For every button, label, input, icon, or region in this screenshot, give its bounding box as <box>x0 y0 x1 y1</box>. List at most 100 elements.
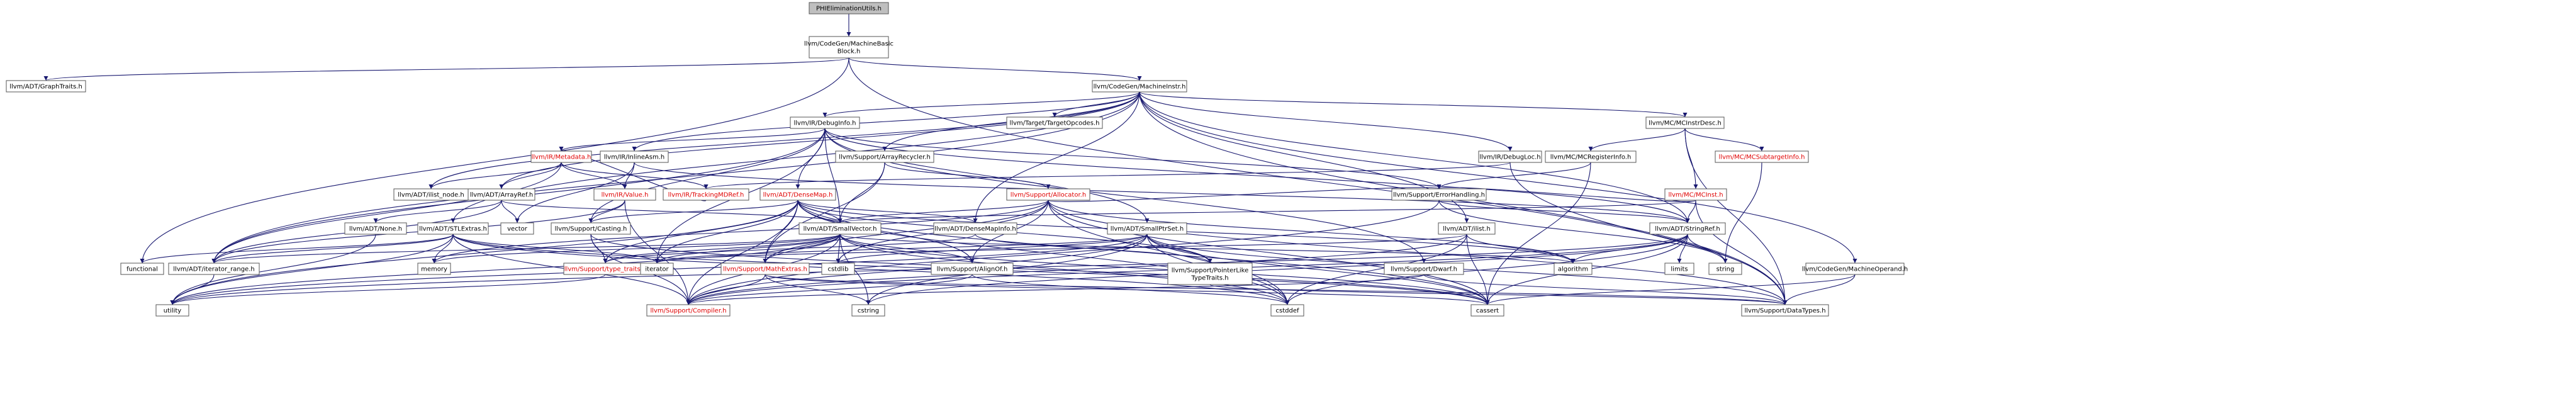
node-mathextras[interactable]: llvm/Support/MathExtras.h <box>720 263 810 275</box>
dependency-edge <box>1438 200 1728 264</box>
node-errorhandling[interactable]: llvm/Support/ErrorHandling.h <box>1391 188 1487 201</box>
node-label: llvm/ADT/DenseMapInfo.h <box>934 226 1016 233</box>
node-metadata[interactable]: llvm/IR/Metadata.h <box>530 150 592 163</box>
dependency-edge <box>822 91 1140 118</box>
dependency-edge <box>824 128 843 223</box>
dependency-edge <box>140 234 454 264</box>
node-label: string <box>1716 266 1735 273</box>
node-label: cstddef <box>1276 308 1299 315</box>
dependency-edge <box>1438 200 1690 223</box>
node-inlineasm[interactable]: llvm/IR/InlineAsm.h <box>600 150 669 163</box>
node-targetopcodes[interactable]: llvm/Target/TargetOpcodes.h <box>1006 116 1103 129</box>
node-label: llvm/Support/Compiler.h <box>650 308 726 315</box>
dependency-edge <box>1509 162 1788 305</box>
node-debugloc[interactable]: llvm/IR/DebugLoc.h <box>1478 150 1542 163</box>
node-densemapinfo[interactable]: llvm/ADT/DenseMapInfo.h <box>933 222 1017 235</box>
node-label: memory <box>421 266 447 273</box>
node-box <box>1092 80 1187 93</box>
node-debuginfo[interactable]: llvm/IR/DebugInfo.h <box>790 116 860 129</box>
node-label: llvm/MC/MCInstrDesc.h <box>1649 120 1722 127</box>
node-label: llvm/Support/Allocator.h <box>1011 192 1086 199</box>
node-allocator[interactable]: llvm/Support/Allocator.h <box>1006 188 1090 201</box>
node-box <box>600 150 669 163</box>
dependency-edge <box>452 234 659 264</box>
node-graphtraits[interactable]: llvm/ADT/GraphTraits.h <box>6 80 86 93</box>
dependency-edge <box>837 200 1049 223</box>
node-stlextras[interactable]: llvm/ADT/STLExtras.h <box>417 222 489 235</box>
node-root[interactable]: PHIEliminationUtils.h <box>809 2 889 14</box>
node-machineoperand[interactable]: llvm/CodeGen/MachineOperand.h <box>1802 263 1908 275</box>
node-label: llvm/MC/MCRegisterInfo.h <box>1550 154 1632 161</box>
dependency-edge <box>884 162 1051 189</box>
node-label: llvm/ADT/ArrayRef.h <box>470 192 534 199</box>
node-box <box>593 188 656 201</box>
node-box <box>1270 304 1304 317</box>
node-arrayref[interactable]: llvm/ADT/ArrayRef.h <box>468 188 535 201</box>
node-mcregisterinfo[interactable]: llvm/MC/MCRegisterInfo.h <box>1545 150 1637 163</box>
node-box <box>759 188 836 201</box>
node-label: llvm/ADT/GraphTraits.h <box>9 84 82 91</box>
node-mcinst[interactable]: llvm/MC/MCInst.h <box>1664 188 1727 201</box>
dependency-edge <box>837 162 885 223</box>
node-cstdlib: cstdlib <box>821 263 855 275</box>
node-compiler[interactable]: llvm/Support/Compiler.h <box>646 304 731 317</box>
node-arrayrecycler[interactable]: llvm/Support/ArrayRecycler.h <box>835 150 934 163</box>
node-cassert: cassert <box>1470 304 1504 317</box>
dependency-edge <box>603 200 798 264</box>
node-typetraits[interactable]: llvm/Support/type_traits.h <box>563 263 647 275</box>
node-smallvector[interactable]: llvm/ADT/SmallVector.h <box>798 222 882 235</box>
node-mcinstrdesc[interactable]: llvm/MC/MCInstrDesc.h <box>1645 116 1725 129</box>
dependency-edge <box>1139 91 1688 118</box>
node-label: cassert <box>1476 308 1499 315</box>
node-box <box>468 188 535 201</box>
dependency-edge <box>1285 234 1467 305</box>
node-box <box>1006 188 1090 201</box>
node-box <box>168 263 260 275</box>
node-memory: memory <box>417 263 451 275</box>
node-dwarf[interactable]: llvm/Support/Dwarf.h <box>1384 263 1464 275</box>
node-label: llvm/Support/DataTypes.h <box>1744 308 1825 315</box>
node-label: llvm/ADT/iterator_range.h <box>173 266 254 273</box>
dependency-edge <box>452 234 1290 305</box>
node-label: llvm/CodeGen/MachineOperand.h <box>1802 266 1908 273</box>
node-ilist[interactable]: llvm/ADT/ilist.h <box>1438 222 1496 235</box>
node-mcsubtargetinfo[interactable]: llvm/MC/MCSubtargetInfo.h <box>1715 150 1809 163</box>
dependency-edge <box>211 234 454 264</box>
node-casting[interactable]: llvm/Support/Casting.h <box>551 222 631 235</box>
node-iteratorrange[interactable]: llvm/ADT/iterator_range.h <box>168 263 260 275</box>
node-trackingmdref[interactable]: llvm/IR/TrackingMDRef.h <box>663 188 749 201</box>
node-ilistnode[interactable]: llvm/ADT/ilist_node.h <box>393 188 469 201</box>
node-densemap[interactable]: llvm/ADT/DenseMap.h <box>759 188 836 201</box>
node-box <box>933 222 1017 235</box>
dependency-edge <box>44 57 849 81</box>
node-utility: utility <box>155 304 189 317</box>
node-none[interactable]: llvm/ADT/None.h <box>344 222 407 235</box>
node-string: string <box>1708 263 1742 275</box>
node-box <box>835 150 934 163</box>
dependency-edge <box>686 274 973 305</box>
dependency-edge <box>1485 274 1856 305</box>
node-cstring: cstring <box>851 304 885 317</box>
node-box <box>1805 263 1905 275</box>
node-vector: vector <box>500 222 534 235</box>
node-box <box>1107 222 1187 235</box>
dependency-edge <box>1588 128 1686 152</box>
node-value[interactable]: llvm/IR/Value.h <box>593 188 656 201</box>
dependency-edge <box>603 234 976 264</box>
node-box <box>1545 150 1637 163</box>
node-box <box>344 222 407 235</box>
node-box <box>155 304 189 317</box>
node-box <box>809 2 889 14</box>
node-smallptrset[interactable]: llvm/ADT/SmallPtrSet.h <box>1107 222 1187 235</box>
dependency-edge <box>1146 234 1490 305</box>
node-alignof[interactable]: llvm/Support/AlignOf.h <box>931 263 1014 275</box>
node-stringref[interactable]: llvm/ADT/StringRef.h <box>1649 222 1726 235</box>
dependency-edge <box>1209 284 1788 305</box>
node-machineinstr[interactable]: llvm/CodeGen/MachineInstr.h <box>1092 80 1187 93</box>
dependency-edge <box>515 162 635 223</box>
dependency-edge <box>839 234 1576 264</box>
node-datatypes[interactable]: llvm/Support/DataTypes.h <box>1741 304 1829 317</box>
